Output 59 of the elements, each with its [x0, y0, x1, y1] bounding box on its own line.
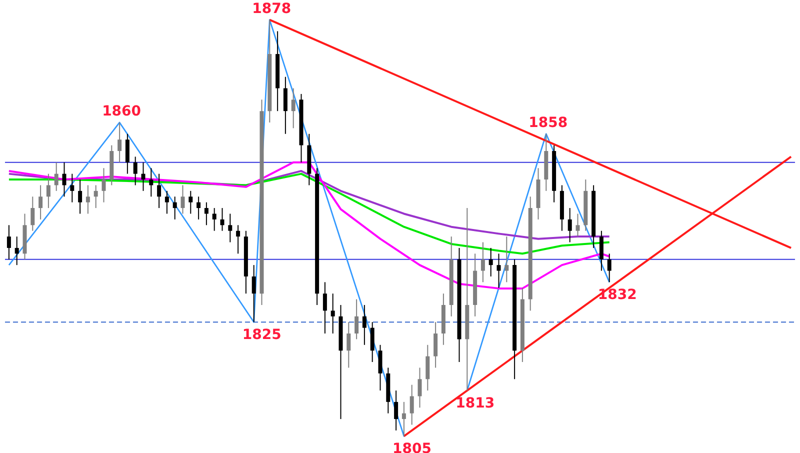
data-label: 1825: [242, 327, 282, 344]
candlestick: [38, 184, 43, 220]
data-label: 1858: [528, 114, 568, 131]
candlestick: [141, 162, 146, 192]
candlestick: [434, 322, 438, 368]
candlestick: [362, 304, 366, 346]
data-label: 1805: [392, 441, 432, 453]
candlestick: [30, 196, 35, 232]
candlestick: [496, 253, 501, 288]
candlestick: [236, 224, 240, 254]
candlestick: [330, 293, 335, 334]
candlestick: [576, 213, 580, 238]
candlestick: [70, 173, 74, 203]
candlestick: [149, 168, 154, 198]
candlestick: [370, 322, 374, 363]
candlestick: [426, 344, 430, 392]
candlestick: [46, 173, 50, 209]
candlestick: [133, 156, 138, 186]
candlestick: [322, 282, 327, 334]
candlestick: [418, 367, 422, 408]
candlestick: [78, 179, 82, 214]
candlestick: [488, 247, 493, 277]
candlestick: [252, 264, 256, 323]
candlestick: [196, 196, 201, 220]
candlestick: [6, 224, 11, 260]
candlestick: [125, 133, 130, 174]
data-label: 1813: [456, 396, 495, 412]
candlestick: [54, 162, 58, 192]
candlestick: [228, 213, 232, 243]
candlestick: [568, 208, 572, 243]
candlestick: [220, 208, 224, 232]
candlestick: [86, 184, 90, 214]
candlestick: [212, 208, 216, 232]
data-label: 1860: [102, 103, 142, 120]
data-label: 1832: [598, 287, 637, 304]
candlestick: [164, 190, 169, 214]
candlestick: [354, 298, 359, 340]
candlestick: [157, 173, 162, 209]
candlestick: [394, 390, 398, 431]
candlestick: [62, 162, 66, 198]
candlestick: [504, 236, 509, 283]
candlestick: [410, 384, 414, 426]
candlestick: [480, 242, 485, 283]
candlestick: [14, 236, 19, 266]
candlestick: [291, 88, 296, 129]
candlestick: [283, 76, 288, 134]
candlestick: [102, 168, 106, 203]
candlestick: [346, 322, 351, 368]
data-label: 1878: [252, 0, 292, 17]
candlestick: [180, 184, 185, 214]
candlestick: [204, 202, 208, 226]
candlestick: [172, 196, 177, 220]
candlestick: [118, 122, 122, 163]
candlestick: [94, 184, 98, 209]
candlestick: [599, 230, 604, 272]
candlestick: [188, 190, 193, 214]
candlestick: [378, 344, 382, 392]
candlestick: [607, 253, 612, 283]
candlestick: [402, 401, 406, 437]
